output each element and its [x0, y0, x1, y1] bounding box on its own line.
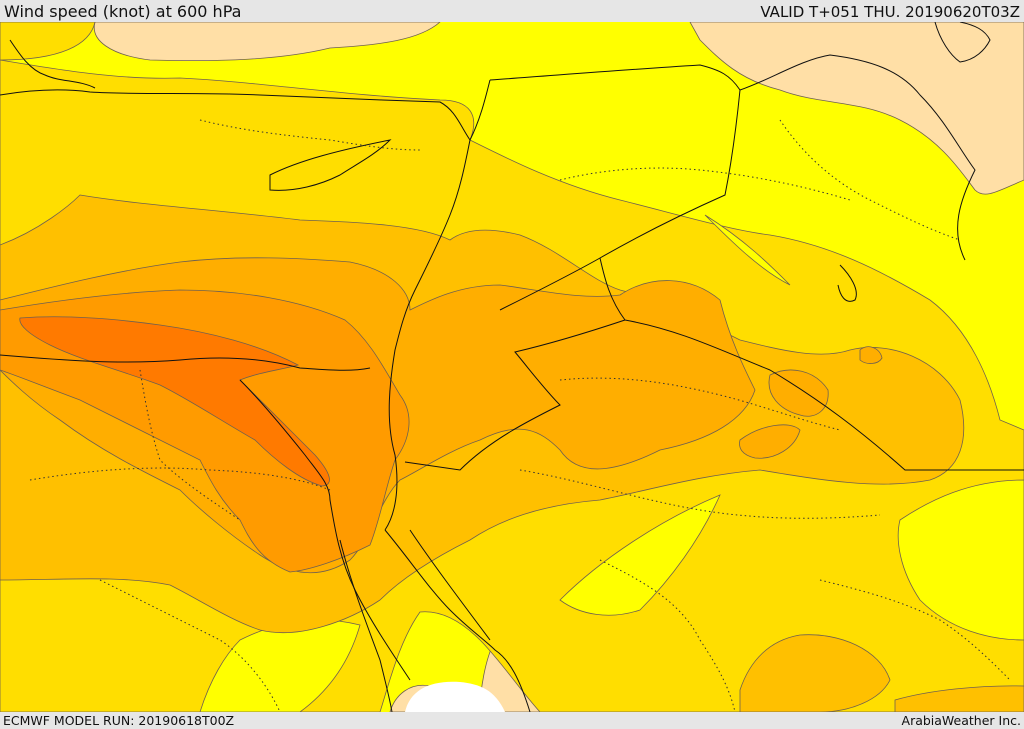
border-iran-iraq	[739, 54, 976, 261]
field-peach-northeast	[689, 22, 1024, 195]
dotted-border-2	[29, 467, 331, 491]
model-run-label: ECMWF MODEL RUN: 20190618T00Z	[3, 713, 235, 728]
header-bar: Wind speed (knot) at 600 hPa VALID T+051…	[0, 0, 1024, 22]
map-title: Wind speed (knot) at 600 hPa	[4, 2, 242, 21]
valid-time-label: VALID T+051 THU. 20190620T03Z	[760, 3, 1020, 21]
field-gold-south-edge	[894, 685, 1024, 712]
dotted-border-9	[99, 579, 281, 712]
field-light-yellow-pocket-south	[559, 494, 721, 616]
coastline-red-sea	[384, 529, 531, 712]
credit-label: ArabiaWeather Inc.	[901, 713, 1021, 728]
coastline-gulf	[837, 264, 857, 302]
border-egypt-sudan	[339, 539, 393, 712]
dotted-border-6	[199, 119, 421, 151]
coastline-levant	[384, 139, 471, 531]
coastline-turkey	[0, 39, 471, 141]
coastline-egypt	[0, 354, 411, 681]
field-peach-north	[93, 22, 441, 62]
coastline-cyprus	[269, 139, 392, 191]
dotted-border-8	[819, 579, 1011, 681]
footer-bar: ECMWF MODEL RUN: 20190618T00Z ArabiaWeat…	[0, 712, 1024, 729]
field-gold-southeast	[739, 634, 891, 712]
field-light-yellow-pocket-east	[704, 214, 791, 286]
field-light-yellow-pocket-southeast	[897, 479, 1024, 641]
dotted-border-10	[779, 119, 961, 241]
field-white-nodata	[405, 681, 505, 712]
border-jordan-saudi	[404, 319, 626, 471]
border-saudi-yemen	[409, 529, 491, 641]
coastline-caspian	[934, 22, 991, 63]
border-syria-iraq	[489, 64, 741, 311]
field-yellow-north	[0, 22, 96, 61]
wind-speed-map[interactable]	[0, 22, 1024, 712]
field-light-orange-blob-1	[768, 369, 829, 417]
border-iraq-saudi	[599, 257, 1024, 471]
field-light-orange-blob-3	[859, 346, 883, 364]
field-light-orange-blob-2	[739, 424, 801, 459]
dotted-border-5	[559, 167, 851, 201]
border-turkey-syria	[469, 79, 491, 141]
